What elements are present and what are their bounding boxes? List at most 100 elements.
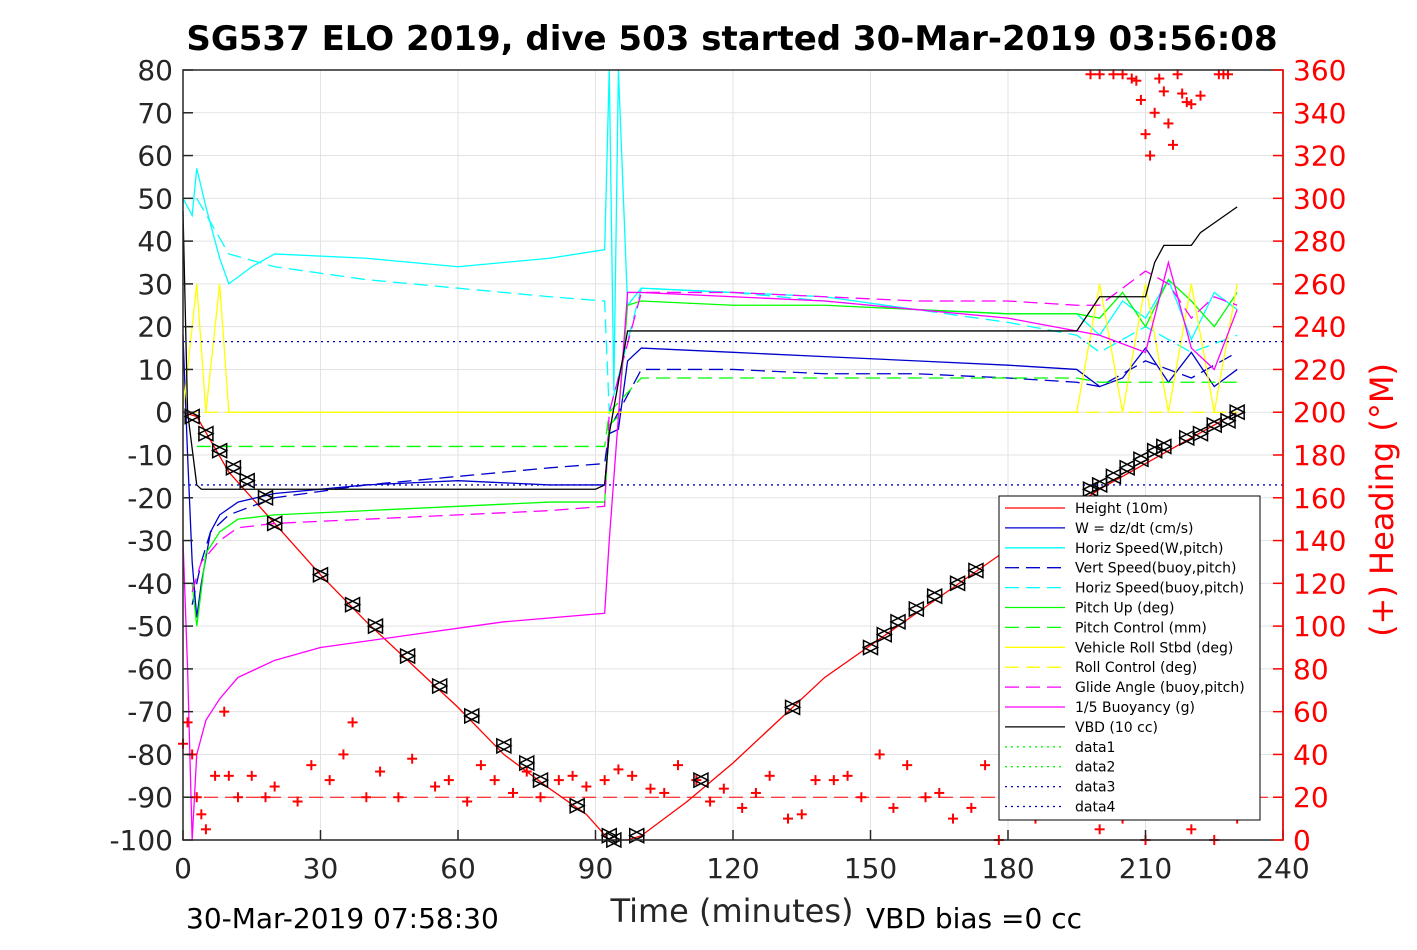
legend-label: Pitch Control (mm) — [1075, 620, 1207, 636]
series-line-0 — [182, 411, 1238, 841]
series-line-6 — [196, 377, 1238, 448]
heading-point — [443, 775, 454, 786]
heading-point — [934, 787, 945, 798]
heading-point — [645, 783, 656, 794]
legend-entry: Height (10m) — [1005, 501, 1168, 517]
heading-point-top — [1168, 139, 1178, 150]
y-tick-label: 20 — [137, 311, 173, 344]
heading-point — [200, 824, 211, 835]
legend-label: Glide Angle (buoy,pitch) — [1075, 680, 1245, 696]
series-line-11 — [182, 206, 1238, 490]
legend-label: 1/5 Buoyancy (g) — [1075, 700, 1195, 716]
triangle-marker — [463, 707, 481, 725]
heading-point-top — [1085, 69, 1096, 80]
triangle-marker — [568, 797, 586, 814]
heading-point — [659, 787, 670, 798]
triangle-marker — [343, 596, 362, 613]
heading-point — [705, 796, 716, 807]
triangle-marker — [238, 472, 256, 489]
x-tick-label: 240 — [1256, 852, 1309, 885]
heading-point — [567, 770, 578, 781]
heading-point — [306, 760, 317, 771]
heading-point-top — [1108, 69, 1119, 80]
heading-point — [430, 781, 441, 792]
heading-point — [191, 792, 202, 803]
heading-point-top — [1186, 99, 1197, 110]
legend-entry: 1/5 Buoyancy (g) — [1005, 700, 1195, 716]
y-tick-label: 80 — [137, 54, 173, 87]
y-tick-label: -60 — [127, 653, 173, 686]
heading-point — [966, 802, 977, 813]
y-tick-label: 40 — [137, 225, 173, 258]
right-tick-label: 360 — [1293, 54, 1346, 87]
heading-point — [856, 792, 867, 803]
heading-point — [324, 775, 335, 786]
legend-label: Vert Speed(buoy,pitch) — [1075, 561, 1237, 577]
heading-point — [246, 770, 257, 781]
heading-point — [783, 813, 793, 824]
legend-entry: Pitch Up (deg) — [1005, 601, 1174, 617]
heading-point-top — [1163, 118, 1174, 129]
x-tick-label: 0 — [174, 852, 192, 885]
series-line-10 — [182, 259, 1238, 841]
y-tick-label: -50 — [127, 610, 173, 643]
x-tick-label: 60 — [440, 852, 476, 885]
right-tick-label: 200 — [1293, 396, 1346, 429]
heading-point — [599, 775, 610, 786]
legend-label: Height (10m) — [1075, 501, 1168, 517]
y-tick-label: 0 — [155, 396, 173, 429]
heading-point — [888, 802, 899, 813]
heading-point-top — [1223, 69, 1233, 80]
heading-point — [673, 760, 683, 771]
right-tick-label: 0 — [1293, 824, 1311, 857]
legend-label: data3 — [1075, 780, 1115, 796]
right-tick-label: 320 — [1293, 140, 1346, 173]
heading-point — [475, 760, 486, 771]
triangle-marker — [1191, 425, 1210, 442]
right-tick-label: 20 — [1293, 781, 1329, 814]
triangle-marker — [628, 827, 646, 844]
y-tick-label: 70 — [137, 97, 173, 130]
triangle-marker — [692, 771, 710, 789]
y-tick-label: 50 — [137, 182, 173, 215]
triangle-marker — [948, 575, 967, 592]
triangle-marker — [531, 771, 550, 789]
triangle-marker — [311, 566, 330, 583]
triangle-marker — [398, 647, 417, 665]
tick-layer: 0 30 60 90 120 150 180 210 24080706050403020100-… — [109, 54, 1346, 885]
triangle-marker — [875, 626, 893, 643]
heading-point — [764, 770, 775, 781]
legend-entry: data2 — [1005, 760, 1115, 776]
legend-entry: data3 — [1005, 780, 1115, 796]
heading-point-top — [1149, 107, 1160, 118]
heading-point — [361, 792, 372, 803]
triangle-marker — [889, 613, 907, 631]
heading-point — [292, 796, 303, 807]
right-tick-label: 100 — [1293, 610, 1346, 643]
legend-box — [998, 495, 1261, 821]
series-line-5 — [191, 278, 1238, 627]
right-tick-label: 300 — [1293, 182, 1346, 215]
heading-point-top — [1131, 75, 1142, 86]
heading-point-top — [1117, 69, 1128, 80]
legend-label: Pitch Up (deg) — [1075, 601, 1174, 617]
right-tick-label: 120 — [1293, 567, 1346, 600]
heading-point — [581, 781, 592, 792]
triangle-marker — [224, 459, 243, 477]
triangle-marker — [495, 737, 513, 755]
right-tick-label: 160 — [1293, 482, 1346, 515]
triangle-marker — [925, 587, 944, 605]
legend-label: Horiz Speed(W,pitch) — [1075, 541, 1223, 557]
marker-layer — [183, 404, 1246, 849]
triangle-marker — [1228, 404, 1246, 421]
x-tick-label: 150 — [844, 852, 897, 885]
heading-point-top — [1145, 150, 1156, 161]
y-tick-label: 10 — [137, 353, 173, 386]
x-axis-label: Time (minutes) — [610, 892, 854, 930]
y-tick-label: 60 — [137, 140, 173, 173]
heading-point — [196, 809, 207, 820]
series-line-4 — [196, 198, 1238, 413]
heading-point — [828, 775, 839, 786]
